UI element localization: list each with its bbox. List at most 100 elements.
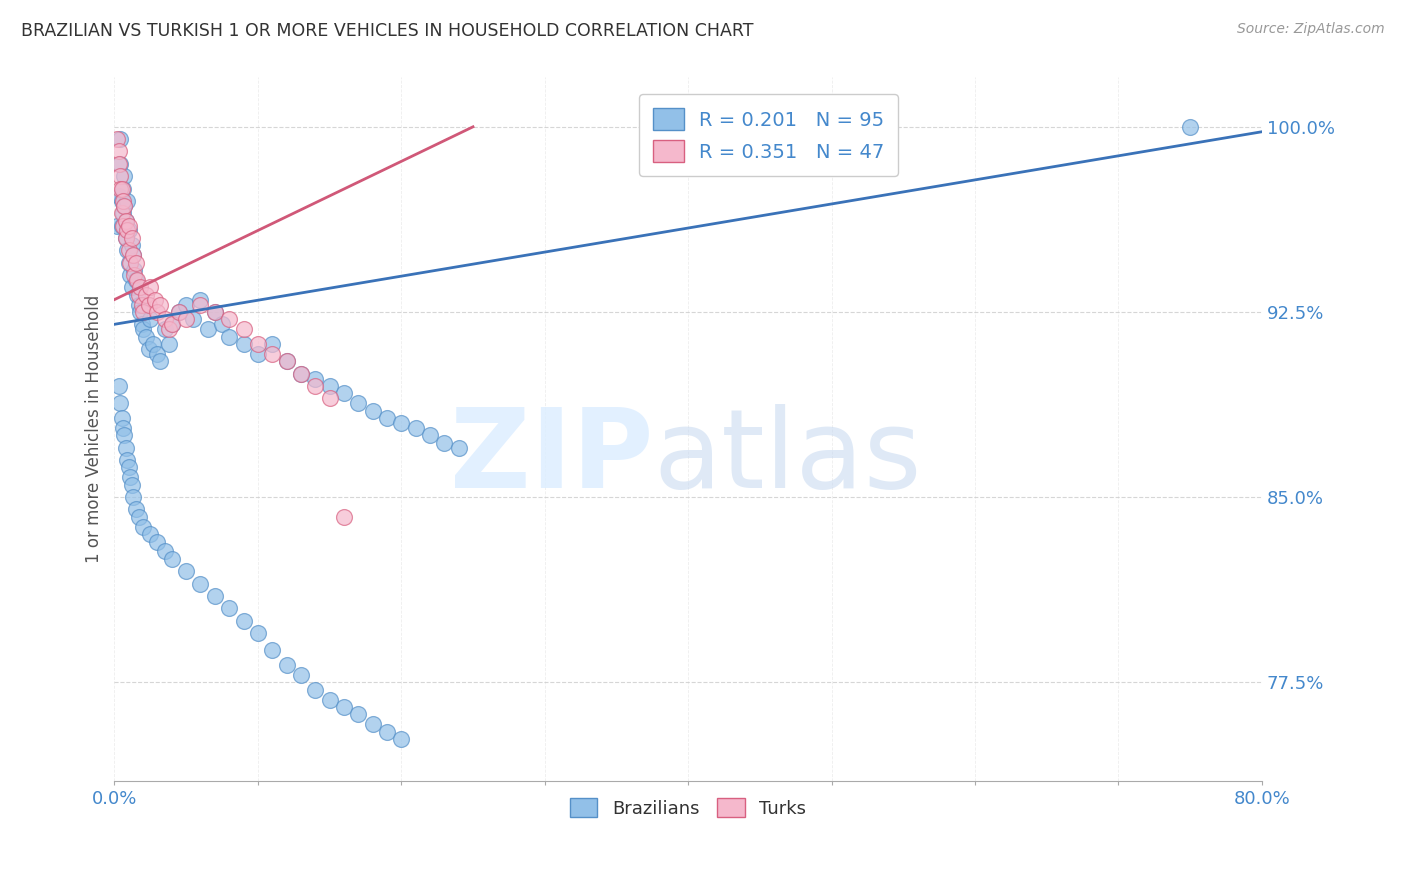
- Point: [132, 520, 155, 534]
- Point: [143, 293, 166, 307]
- Point: [121, 280, 143, 294]
- Point: [361, 717, 384, 731]
- Point: [118, 219, 141, 233]
- Point: [128, 287, 150, 301]
- Point: [389, 416, 412, 430]
- Point: [276, 657, 298, 672]
- Point: [190, 576, 212, 591]
- Point: [157, 337, 180, 351]
- Point: [129, 280, 152, 294]
- Point: [111, 421, 134, 435]
- Point: [290, 367, 312, 381]
- Point: [304, 379, 326, 393]
- Point: [125, 273, 148, 287]
- Point: [131, 318, 153, 332]
- Point: [146, 305, 169, 319]
- Point: [122, 248, 145, 262]
- Point: [347, 707, 370, 722]
- Point: [118, 460, 141, 475]
- Point: [389, 732, 412, 747]
- Point: [197, 322, 219, 336]
- Point: [211, 318, 233, 332]
- Point: [433, 435, 456, 450]
- Point: [139, 312, 162, 326]
- Point: [333, 386, 356, 401]
- Point: [146, 534, 169, 549]
- Point: [110, 181, 132, 195]
- Point: [146, 347, 169, 361]
- Point: [124, 263, 146, 277]
- Point: [111, 219, 134, 233]
- Point: [110, 411, 132, 425]
- Point: [120, 268, 142, 282]
- Point: [118, 244, 141, 258]
- Point: [149, 354, 172, 368]
- Point: [108, 132, 131, 146]
- Point: [122, 248, 145, 262]
- Point: [149, 297, 172, 311]
- Point: [153, 322, 176, 336]
- Point: [276, 354, 298, 368]
- Point: [118, 255, 141, 269]
- Point: [131, 297, 153, 311]
- Point: [232, 614, 254, 628]
- Point: [318, 392, 340, 406]
- Point: [405, 421, 427, 435]
- Point: [105, 219, 128, 233]
- Point: [160, 318, 183, 332]
- Point: [105, 132, 128, 146]
- Point: [276, 354, 298, 368]
- Point: [135, 287, 157, 301]
- Point: [204, 305, 226, 319]
- Point: [117, 194, 139, 208]
- Point: [127, 287, 149, 301]
- Legend: Brazilians, Turks: Brazilians, Turks: [564, 791, 813, 825]
- Point: [142, 337, 165, 351]
- Point: [135, 329, 157, 343]
- Point: [204, 589, 226, 603]
- Point: [419, 428, 441, 442]
- Point: [114, 199, 136, 213]
- Point: [174, 564, 197, 578]
- Point: [117, 453, 139, 467]
- Point: [110, 206, 132, 220]
- Point: [447, 441, 470, 455]
- Point: [125, 255, 148, 269]
- Text: BRAZILIAN VS TURKISH 1 OR MORE VEHICLES IN HOUSEHOLD CORRELATION CHART: BRAZILIAN VS TURKISH 1 OR MORE VEHICLES …: [21, 22, 754, 40]
- Point: [129, 305, 152, 319]
- Point: [167, 305, 190, 319]
- Point: [111, 194, 134, 208]
- Point: [304, 682, 326, 697]
- Point: [114, 199, 136, 213]
- Point: [118, 223, 141, 237]
- Point: [114, 169, 136, 184]
- Point: [108, 396, 131, 410]
- Point: [120, 470, 142, 484]
- Point: [121, 238, 143, 252]
- Point: [167, 305, 190, 319]
- Point: [190, 293, 212, 307]
- Text: ZIP: ZIP: [450, 404, 654, 511]
- Point: [160, 318, 183, 332]
- Point: [375, 411, 398, 425]
- Point: [108, 181, 131, 195]
- Point: [1180, 120, 1202, 134]
- Point: [246, 337, 269, 351]
- Point: [204, 305, 226, 319]
- Point: [108, 157, 131, 171]
- Point: [107, 379, 129, 393]
- Point: [333, 509, 356, 524]
- Point: [153, 544, 176, 558]
- Point: [290, 668, 312, 682]
- Point: [121, 477, 143, 491]
- Point: [115, 213, 138, 227]
- Point: [114, 428, 136, 442]
- Point: [110, 219, 132, 233]
- Point: [115, 213, 138, 227]
- Point: [174, 312, 197, 326]
- Point: [132, 305, 155, 319]
- Point: [107, 145, 129, 159]
- Point: [290, 367, 312, 381]
- Point: [246, 626, 269, 640]
- Point: [117, 223, 139, 237]
